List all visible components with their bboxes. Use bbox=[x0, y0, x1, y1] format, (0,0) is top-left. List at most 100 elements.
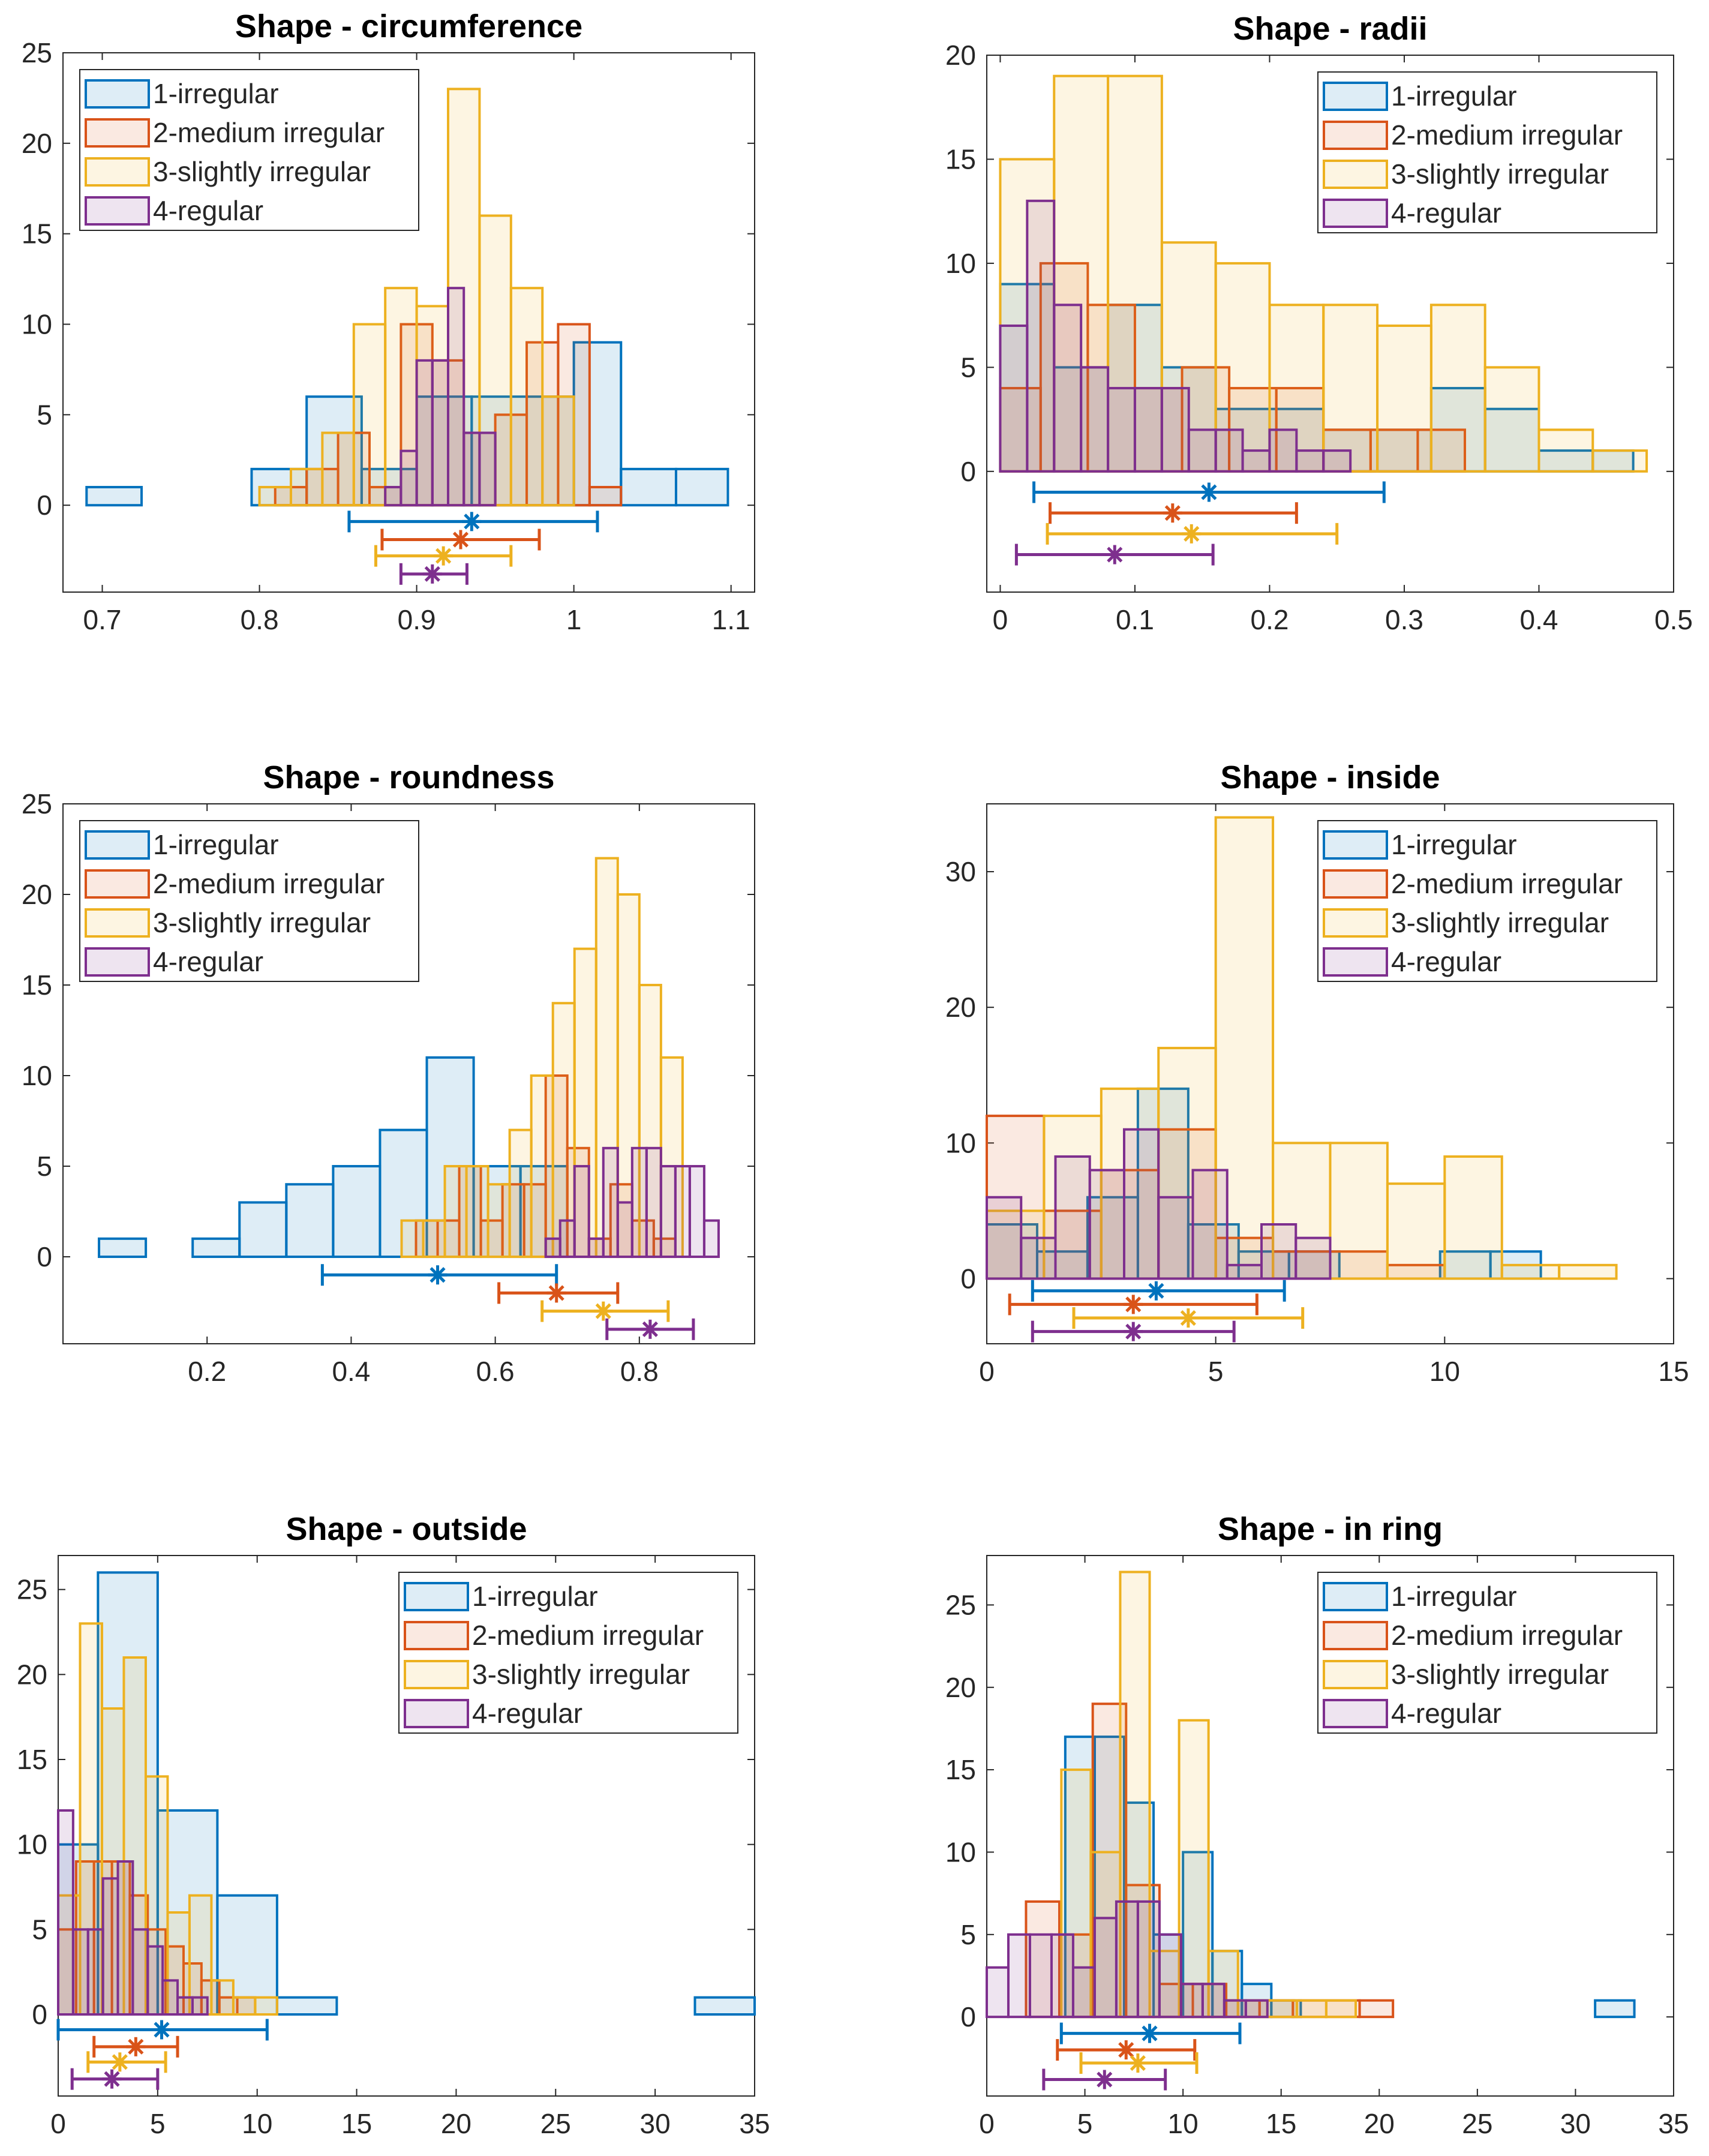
x-tick-label: 0 bbox=[979, 2108, 995, 2139]
histogram-bar bbox=[1107, 387, 1136, 473]
errorbar-4-regular bbox=[605, 1318, 695, 1340]
histogram-bar bbox=[1294, 1236, 1332, 1280]
legend-label-1-irregular: 1-irregular bbox=[153, 829, 279, 860]
histogram-bar bbox=[693, 1996, 756, 2016]
y-tick-label: 0 bbox=[960, 1263, 976, 1294]
histogram-bar bbox=[71, 1928, 89, 2016]
histogram-bar bbox=[285, 1183, 335, 1259]
histogram-bar bbox=[238, 1201, 288, 1259]
histogram-bar bbox=[191, 1237, 241, 1259]
histogram-bar bbox=[674, 467, 729, 507]
x-tick-label: 0.9 bbox=[398, 604, 436, 635]
legend-swatch-3-slightly-irregular bbox=[1323, 908, 1388, 938]
errorbar-4-regular bbox=[1014, 543, 1215, 566]
y-tick-label: 20 bbox=[22, 879, 52, 910]
x-tick-label: 0.3 bbox=[1385, 604, 1423, 635]
histogram-bar bbox=[674, 1165, 691, 1259]
histogram-bar bbox=[1214, 1236, 1275, 1280]
histogram-bar bbox=[1329, 1142, 1389, 1280]
x-tick-label: 0.7 bbox=[83, 604, 122, 635]
histogram-bar bbox=[1260, 1223, 1297, 1280]
histogram-bar bbox=[573, 1165, 590, 1259]
histogram-bar bbox=[544, 1237, 561, 1259]
histogram-bar bbox=[1358, 1999, 1395, 2019]
histogram-bar bbox=[1115, 1900, 1139, 2019]
legend-label-3-slightly-irregular: 3-slightly irregular bbox=[472, 1659, 690, 1690]
histogram-bar bbox=[1028, 1933, 1053, 2019]
mean-marker bbox=[112, 2054, 128, 2070]
histogram-bar bbox=[1594, 1999, 1636, 2019]
histogram-bar bbox=[616, 893, 641, 1259]
legend-swatch-4-regular bbox=[404, 1699, 469, 1728]
x-tick-label: 0.6 bbox=[476, 1356, 515, 1387]
histogram-bar bbox=[588, 486, 623, 507]
x-tick-label: 0.4 bbox=[332, 1356, 370, 1387]
y-tick-label: 10 bbox=[17, 1829, 47, 1860]
series-4-regular bbox=[986, 1128, 1332, 1280]
mean-marker bbox=[642, 1321, 658, 1337]
legend-label-1-irregular: 1-irregular bbox=[1391, 829, 1517, 860]
histogram-bar bbox=[1060, 1768, 1092, 2019]
errorbar-3-slightly-irregular bbox=[1072, 1307, 1305, 1329]
y-tick-label: 25 bbox=[945, 1589, 976, 1620]
chart-title: Shape - in ring bbox=[1218, 1511, 1443, 1547]
errorbar-3-slightly-irregular bbox=[86, 2051, 167, 2073]
x-tick-label: 0 bbox=[979, 1356, 995, 1387]
histogram-bar bbox=[1295, 449, 1325, 473]
x-tick-label: 35 bbox=[739, 2108, 770, 2139]
y-tick-label: 0 bbox=[960, 2001, 976, 2032]
y-tick-label: 5 bbox=[37, 399, 52, 430]
legend-label-4-regular: 4-regular bbox=[153, 946, 263, 977]
legend-label-1-irregular: 1-irregular bbox=[153, 78, 279, 109]
errorbar-4-regular bbox=[1042, 2068, 1167, 2091]
histogram-bar bbox=[1226, 1263, 1263, 1280]
mean-marker bbox=[1125, 1296, 1142, 1313]
mean-marker bbox=[1201, 484, 1217, 500]
legend-label-4-regular: 4-regular bbox=[1391, 946, 1501, 977]
histogram-bar bbox=[1050, 1933, 1074, 2019]
histogram-bar bbox=[1214, 816, 1275, 1280]
histogram-bar bbox=[289, 467, 324, 507]
histogram-bar bbox=[1295, 1999, 1327, 2019]
histogram-bar bbox=[1053, 304, 1083, 473]
series-4-regular bbox=[544, 1146, 720, 1259]
histogram-bar bbox=[232, 1996, 257, 2016]
histogram-bar bbox=[400, 449, 418, 507]
y-tick-label: 15 bbox=[17, 1744, 47, 1775]
histogram-bar bbox=[572, 341, 623, 507]
x-tick-label: 0.4 bbox=[1520, 604, 1558, 635]
y-tick-label: 10 bbox=[945, 248, 976, 279]
histogram-bar bbox=[352, 323, 387, 507]
series-1-irregular bbox=[98, 1056, 569, 1259]
mean-marker bbox=[1130, 2055, 1146, 2071]
legend-box bbox=[1317, 71, 1657, 233]
histogram-bar bbox=[1376, 324, 1432, 473]
legend-box bbox=[79, 69, 419, 231]
errorbar-4-regular bbox=[399, 563, 468, 585]
histogram-bar bbox=[1324, 1999, 1357, 2019]
mean-marker bbox=[1142, 2025, 1158, 2041]
errorbar-1-irregular bbox=[320, 1264, 558, 1286]
histogram-bar bbox=[422, 1219, 446, 1259]
legend-label-3-slightly-irregular: 3-slightly irregular bbox=[1391, 158, 1609, 190]
histogram-bar bbox=[551, 1002, 576, 1259]
x-tick-label: 0.2 bbox=[188, 1356, 226, 1387]
mean-marker bbox=[1148, 1283, 1164, 1299]
x-tick-label: 0.2 bbox=[1250, 604, 1288, 635]
mean-marker bbox=[1180, 1310, 1196, 1326]
histogram-bar bbox=[258, 486, 292, 507]
histogram-bar bbox=[144, 1775, 169, 2016]
legend-label-3-slightly-irregular: 3-slightly irregular bbox=[1391, 1659, 1609, 1690]
chart-title: Shape - inside bbox=[1220, 759, 1440, 795]
chart-title: Shape - outside bbox=[286, 1511, 527, 1547]
histogram-bar bbox=[1386, 1182, 1446, 1280]
chart-shape-circumference: 0.7 0.8 0.9 1 1.1 0 5 10 15 20 25 Shape - circumfer… bbox=[22, 8, 755, 635]
chart-shape-inside: 0 5 10 15 0 10 20 30 Shape - inside 1-irregular 2-… bbox=[945, 759, 1689, 1387]
histogram-bar bbox=[702, 1219, 720, 1259]
legend-label-1-irregular: 1-irregular bbox=[1391, 1581, 1517, 1612]
y-tick-label: 25 bbox=[17, 1574, 47, 1605]
x-tick-label: 15 bbox=[1266, 2108, 1296, 2139]
histogram-bar bbox=[478, 431, 497, 507]
histogram-bar bbox=[216, 1894, 278, 2016]
errorbar-2-medium-irregular bbox=[1056, 2039, 1197, 2061]
